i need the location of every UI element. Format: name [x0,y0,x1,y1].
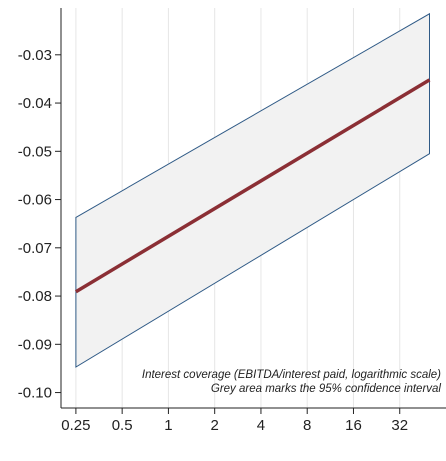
note-layer: Interest coverage (EBITDA/interest paid,… [142,369,442,395]
y-tick-label: -0.03 [18,47,52,64]
y-tick-label: -0.09 [18,336,52,353]
line-layer [74,78,431,294]
band-layer [75,12,430,368]
x-tick-label: 2 [211,417,219,434]
x-tick-label: 0.25 [61,417,90,434]
x-tick-label: 1 [164,417,172,434]
x-tick-label: 32 [391,417,408,434]
x-axis-note: Interest coverage (EBITDA/interest paid,… [142,369,441,381]
y-tick-label: -0.04 [18,95,52,112]
x-tick-label: 4 [257,417,265,434]
y-tick-label: -0.08 [18,288,52,305]
estimate-line [74,78,431,294]
y-tick-label: -0.05 [18,143,52,160]
y-tick-label: -0.06 [18,192,52,209]
y-tick-label: -0.07 [18,240,52,257]
x-tick-label: 16 [345,417,362,434]
confidence-note: Grey area marks the 95% confidence inter… [211,383,442,395]
axis-layer [60,8,446,409]
x-tick-label: 0.5 [112,417,133,434]
x-tick-label: 8 [303,417,311,434]
y-tick-label: -0.10 [18,385,52,402]
confidence-band [75,12,430,368]
tick-layer: 0.25 0.5 1 2 4 8 16 32 -0.10 -0.09 -0.08 -0.07 -0.06… [18,47,408,434]
